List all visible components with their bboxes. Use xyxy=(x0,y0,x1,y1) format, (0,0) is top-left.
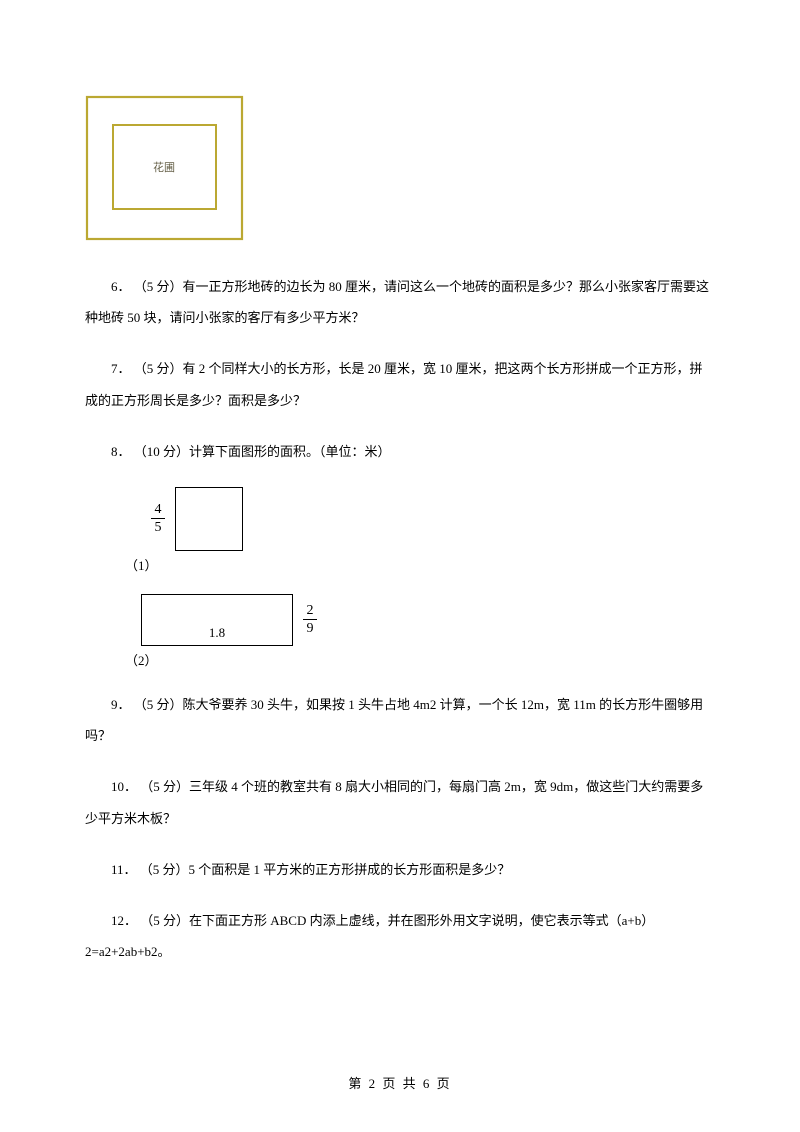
figure-8-2: 1.8 2 9 （2） xyxy=(85,594,715,673)
rect-width-label: 1.8 xyxy=(209,625,225,641)
page-number: 第 2 页 共 6 页 xyxy=(348,1076,451,1091)
problem-10: 10． （5 分）三年级 4 个班的教室共有 8 扇大小相同的门，每扇门高 2m… xyxy=(85,771,715,833)
fraction-bar xyxy=(151,518,165,519)
problem-8: 8． （10 分）计算下面图形的面积。（单位：米） xyxy=(85,436,715,467)
figure-8-1: 4 5 （1） xyxy=(85,487,715,578)
fraction-bar xyxy=(303,619,317,620)
flowerbed-diagram: 花圃 xyxy=(85,95,715,243)
fraction-2-9: 2 9 xyxy=(303,603,317,637)
problem-6: 6． （5 分）有一正方形地砖的边长为 80 厘米，请问这么一个地砖的面积是多少… xyxy=(85,271,715,333)
fraction-numerator: 4 xyxy=(155,502,162,517)
problem-9: 9． （5 分）陈大爷要养 30 头牛，如果按 1 头牛占地 4m2 计算，一个… xyxy=(85,689,715,751)
fraction-numerator: 2 xyxy=(307,603,314,618)
fraction-denominator: 5 xyxy=(155,520,162,535)
sub-label-1: （1） xyxy=(125,555,158,578)
fraction-4-5: 4 5 xyxy=(151,502,165,536)
fraction-denominator: 9 xyxy=(307,621,314,636)
square-shape xyxy=(175,487,243,551)
rect-shape: 1.8 xyxy=(141,594,293,646)
flowerbed-label: 花圃 xyxy=(153,161,175,174)
problem-11: 11． （5 分）5 个面积是 1 平方米的正方形拼成的长方形面积是多少？ xyxy=(85,854,715,885)
problem-7: 7． （5 分）有 2 个同样大小的长方形，长是 20 厘米，宽 10 厘米，把… xyxy=(85,353,715,415)
sub-label-2: （2） xyxy=(125,650,158,673)
problem-12: 12． （5 分）在下面正方形 ABCD 内添上虚线，并在图形外用文字说明，使它… xyxy=(85,905,715,967)
page-footer: 第 2 页 共 6 页 xyxy=(0,1073,800,1092)
